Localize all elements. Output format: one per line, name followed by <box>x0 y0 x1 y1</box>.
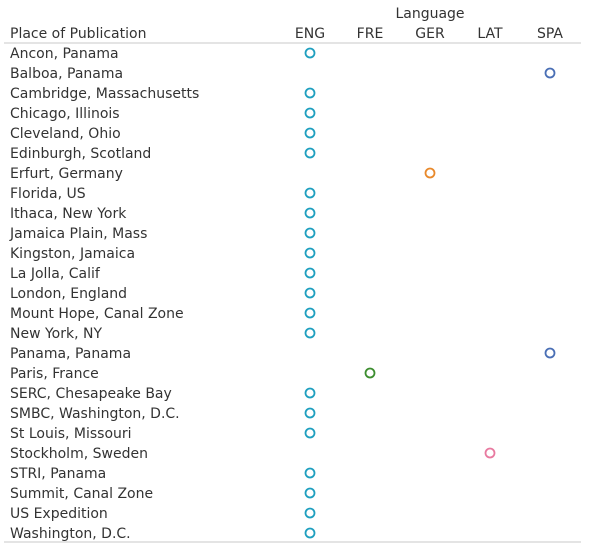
data-point[interactable] <box>304 527 316 539</box>
column-header: SPA <box>537 26 563 42</box>
row-label: Edinburgh, Scotland <box>10 146 151 162</box>
data-point[interactable] <box>304 87 316 99</box>
row-label: La Jolla, Calif <box>10 266 101 282</box>
data-point[interactable] <box>544 67 556 79</box>
row-label: US Expedition <box>10 506 108 522</box>
data-point[interactable] <box>424 167 436 179</box>
data-point[interactable] <box>484 447 496 459</box>
row-label: Erfurt, Germany <box>10 166 123 182</box>
row-label: Paris, France <box>10 366 99 382</box>
data-point[interactable] <box>304 47 316 59</box>
data-point[interactable] <box>304 387 316 399</box>
data-point[interactable] <box>304 407 316 419</box>
row-label: St Louis, Missouri <box>10 426 132 442</box>
data-point[interactable] <box>304 307 316 319</box>
column-header: GER <box>415 26 445 42</box>
data-point[interactable] <box>364 367 376 379</box>
data-point[interactable] <box>304 147 316 159</box>
data-point[interactable] <box>304 187 316 199</box>
row-label: SMBC, Washington, D.C. <box>10 406 180 422</box>
data-point[interactable] <box>304 327 316 339</box>
row-label: Kingston, Jamaica <box>10 246 135 262</box>
row-label: Stockholm, Sweden <box>10 446 148 462</box>
data-point[interactable] <box>304 107 316 119</box>
data-point[interactable] <box>544 347 556 359</box>
data-point[interactable] <box>304 467 316 479</box>
data-point[interactable] <box>304 247 316 259</box>
row-label: Ancon, Panama <box>10 46 119 62</box>
row-label: Ithaca, New York <box>10 206 127 222</box>
column-header: ENG <box>295 26 325 42</box>
row-label: Cambridge, Massachusetts <box>10 86 199 102</box>
data-point[interactable] <box>304 427 316 439</box>
row-label: Cleveland, Ohio <box>10 126 121 142</box>
row-label: Mount Hope, Canal Zone <box>10 306 184 322</box>
data-point[interactable] <box>304 507 316 519</box>
row-axis-title: Place of Publication <box>10 26 146 42</box>
row-label: London, England <box>10 286 127 302</box>
row-label: Washington, D.C. <box>10 526 131 542</box>
data-point[interactable] <box>304 487 316 499</box>
row-label: Jamaica Plain, Mass <box>9 226 147 242</box>
row-label: SERC, Chesapeake Bay <box>10 386 172 402</box>
data-point[interactable] <box>304 227 316 239</box>
data-point[interactable] <box>304 207 316 219</box>
row-labels: Ancon, Panama Balboa, Panama Cambridge, Ma… <box>9 46 199 542</box>
row-label: Panama, Panama <box>10 346 131 362</box>
data-point[interactable] <box>304 287 316 299</box>
column-headers: ENG FRE GER LAT SPA <box>295 26 564 42</box>
marks <box>304 47 556 539</box>
data-point[interactable] <box>304 267 316 279</box>
column-header: FRE <box>357 26 384 42</box>
data-point[interactable] <box>304 127 316 139</box>
column-axis-title: Language <box>395 6 464 22</box>
row-label: Florida, US <box>10 186 86 202</box>
row-label: New York, NY <box>10 326 102 342</box>
column-header: LAT <box>477 26 503 42</box>
row-label: Balboa, Panama <box>10 66 123 82</box>
row-label: Summit, Canal Zone <box>10 486 153 502</box>
row-label: STRI, Panama <box>10 466 106 482</box>
row-label: Chicago, Illinois <box>10 106 120 122</box>
